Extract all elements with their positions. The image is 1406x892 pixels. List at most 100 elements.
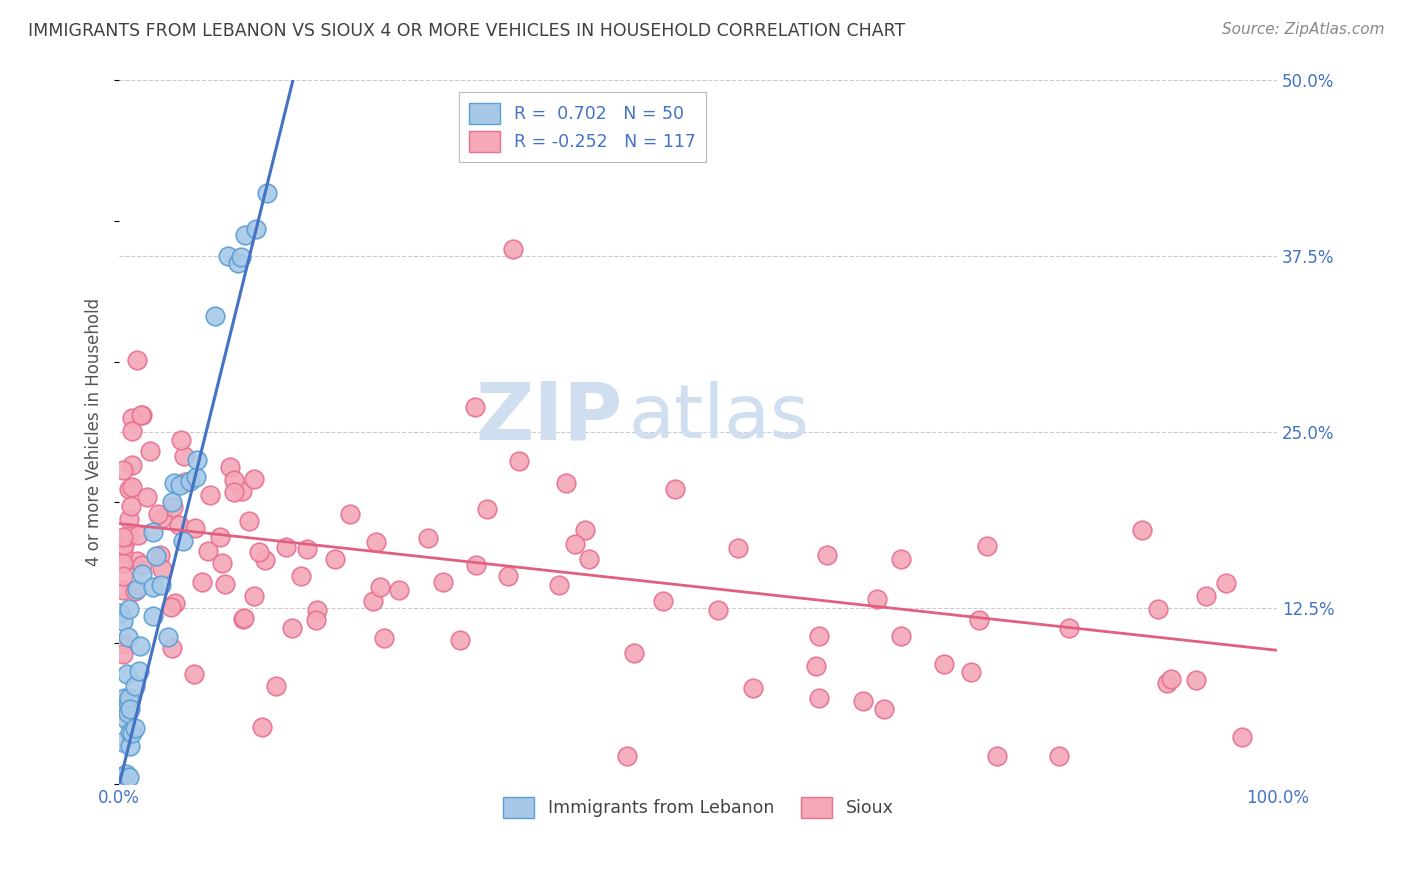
- Point: [184, 521, 207, 535]
- Point: [564, 537, 586, 551]
- Point: [121, 726, 143, 740]
- Point: [232, 612, 254, 626]
- Point: [118, 725, 141, 739]
- Point: [969, 613, 991, 627]
- Point: [960, 665, 983, 679]
- Point: [373, 631, 395, 645]
- Point: [554, 476, 576, 491]
- Point: [145, 549, 167, 563]
- Point: [112, 582, 135, 597]
- Point: [111, 545, 134, 559]
- Point: [131, 558, 153, 572]
- Point: [247, 545, 270, 559]
- Point: [128, 665, 150, 679]
- Text: IMMIGRANTS FROM LEBANON VS SIOUX 4 OR MORE VEHICLES IN HOUSEHOLD CORRELATION CHA: IMMIGRANTS FROM LEBANON VS SIOUX 4 OR MO…: [28, 22, 905, 40]
- Point: [114, 712, 136, 726]
- Point: [118, 511, 141, 525]
- Point: [136, 490, 159, 504]
- Point: [127, 528, 149, 542]
- Point: [325, 552, 347, 566]
- Point: [295, 542, 318, 557]
- Point: [281, 620, 304, 634]
- Point: [110, 606, 132, 620]
- Text: atlas: atlas: [628, 382, 810, 454]
- Point: [184, 470, 207, 484]
- Point: [169, 478, 191, 492]
- Point: [111, 615, 134, 629]
- Point: [890, 552, 912, 566]
- Point: [252, 721, 274, 735]
- Point: [111, 647, 134, 661]
- Point: [866, 591, 889, 606]
- Point: [211, 556, 233, 570]
- Point: [815, 548, 838, 562]
- Point: [932, 657, 955, 672]
- Point: [142, 580, 165, 594]
- Point: [664, 483, 686, 497]
- Point: [111, 556, 134, 570]
- Point: [131, 409, 153, 423]
- Point: [890, 629, 912, 643]
- Point: [142, 609, 165, 624]
- Point: [464, 558, 486, 573]
- Point: [162, 500, 184, 514]
- Point: [117, 695, 139, 709]
- Point: [139, 444, 162, 458]
- Point: [111, 463, 134, 477]
- Point: [508, 454, 530, 468]
- Point: [290, 568, 312, 582]
- Point: [727, 541, 749, 556]
- Point: [124, 721, 146, 735]
- Point: [149, 578, 172, 592]
- Point: [498, 569, 520, 583]
- Point: [1230, 730, 1253, 744]
- Point: [160, 640, 183, 655]
- Point: [186, 452, 208, 467]
- Point: [706, 603, 728, 617]
- Point: [197, 544, 219, 558]
- Point: [232, 611, 254, 625]
- Point: [368, 580, 391, 594]
- Point: [742, 681, 765, 695]
- Point: [464, 400, 486, 414]
- Point: [191, 574, 214, 589]
- Point: [120, 500, 142, 514]
- Point: [117, 666, 139, 681]
- Point: [976, 539, 998, 553]
- Point: [112, 538, 135, 552]
- Point: [163, 596, 186, 610]
- Point: [157, 630, 180, 644]
- Point: [111, 637, 134, 651]
- Point: [432, 574, 454, 589]
- Point: [361, 594, 384, 608]
- Point: [204, 309, 226, 323]
- Point: [233, 227, 256, 242]
- Point: [173, 475, 195, 489]
- Point: [121, 425, 143, 439]
- Point: [160, 600, 183, 615]
- Point: [1195, 589, 1218, 603]
- Text: ZIP: ZIP: [475, 379, 623, 457]
- Point: [229, 250, 252, 264]
- Point: [124, 680, 146, 694]
- Point: [129, 639, 152, 653]
- Point: [163, 476, 186, 491]
- Point: [118, 770, 141, 784]
- Point: [110, 700, 132, 714]
- Point: [110, 698, 132, 712]
- Y-axis label: 4 or more Vehicles in Household: 4 or more Vehicles in Household: [86, 298, 103, 566]
- Point: [807, 691, 830, 706]
- Point: [110, 770, 132, 784]
- Point: [1215, 575, 1237, 590]
- Point: [117, 706, 139, 720]
- Point: [652, 594, 675, 608]
- Point: [243, 589, 266, 603]
- Point: [623, 646, 645, 660]
- Point: [388, 582, 411, 597]
- Point: [231, 483, 253, 498]
- Point: [305, 603, 328, 617]
- Legend: Immigrants from Lebanon, Sioux: Immigrants from Lebanon, Sioux: [496, 789, 900, 825]
- Point: [124, 583, 146, 598]
- Point: [217, 249, 239, 263]
- Point: [449, 633, 471, 648]
